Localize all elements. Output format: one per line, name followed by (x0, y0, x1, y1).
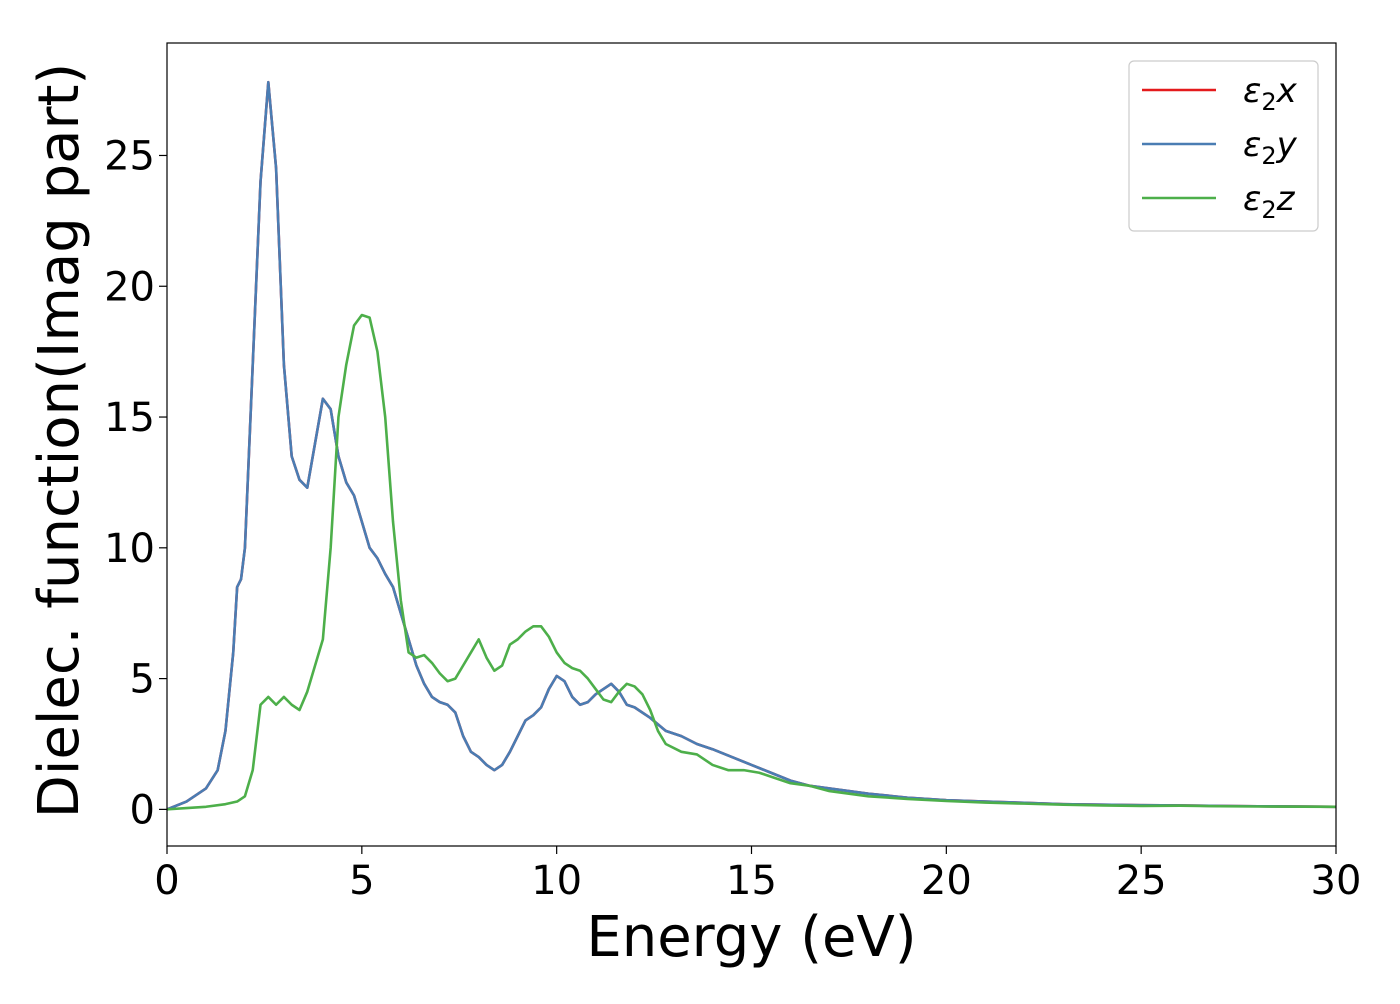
legend-item-y: ε2y (1142, 125, 1298, 170)
legend-item-x: ε2x (1142, 71, 1298, 116)
legend-box (1128, 60, 1319, 232)
y-tick-label: 10 (104, 526, 155, 572)
x-tick-label: 30 (1311, 858, 1362, 904)
x-tick-label: 25 (1116, 858, 1167, 904)
y-axis-ticks: 0 5 10 15 20 25 (104, 133, 167, 833)
y-tick-label: 20 (104, 264, 155, 310)
y-tick-label: 0 (130, 787, 155, 833)
x-tick-label: 15 (726, 858, 777, 904)
plot-area (167, 80, 1336, 811)
x-axis-ticks: 0 5 10 15 20 25 30 (154, 846, 1361, 904)
series-line-z (167, 313, 1336, 811)
y-tick-label: 25 (104, 133, 155, 179)
x-tick-label: 10 (531, 858, 582, 904)
y-tick-label: 5 (130, 657, 155, 703)
x-tick-label: 5 (349, 858, 374, 904)
x-axis-label: Energy (eV) (586, 905, 916, 970)
legend-label: ε2x (1243, 71, 1298, 116)
legend-label: ε2y (1243, 125, 1298, 170)
legend-label: ε2z (1243, 179, 1296, 224)
legend-item-z: ε2z (1142, 179, 1296, 224)
x-tick-label: 20 (921, 858, 972, 904)
y-tick-label: 15 (104, 395, 155, 441)
x-tick-label: 0 (154, 858, 179, 904)
legend: ε2x ε2y ε2z (1128, 60, 1319, 232)
y-axis-label: Dielec. function(Imag part) (27, 63, 92, 819)
